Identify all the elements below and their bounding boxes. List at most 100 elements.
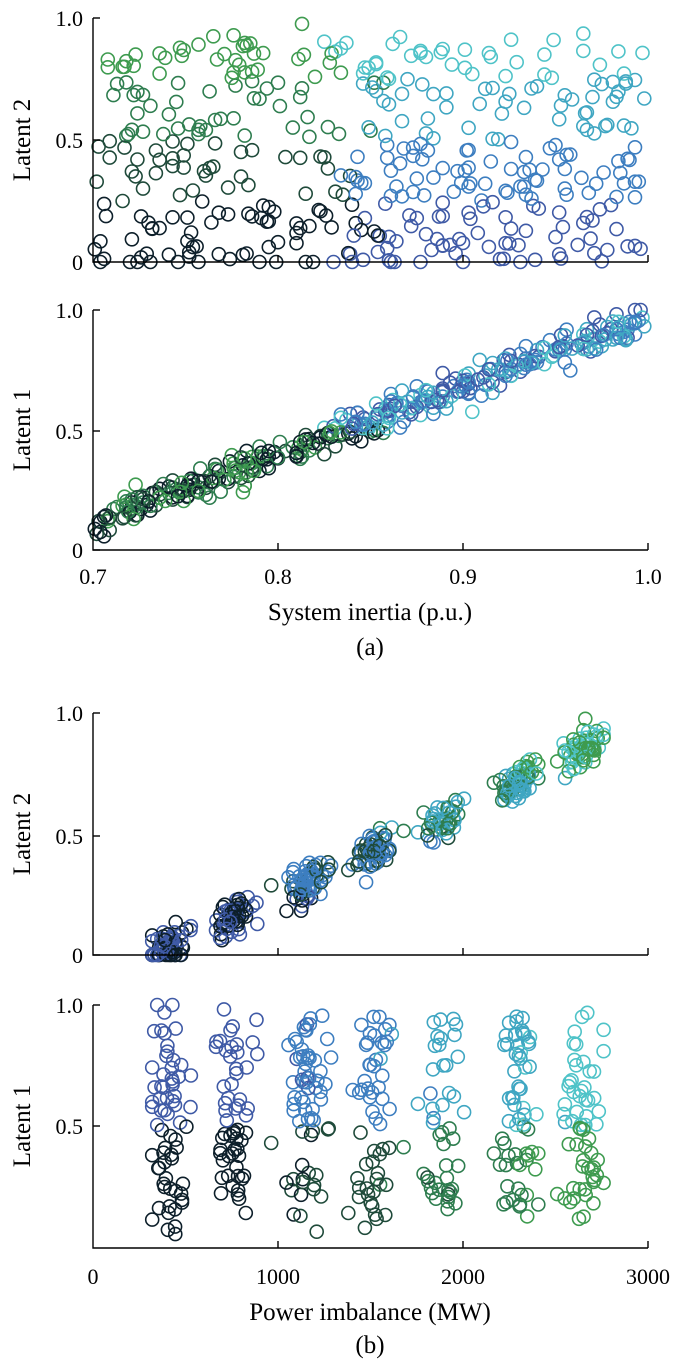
data-point [355,76,371,91]
data-point [481,239,497,255]
data-point [583,231,598,246]
data-point [485,194,500,210]
data-point [587,1172,602,1188]
data-point [420,828,435,843]
data-point [259,458,275,474]
data-point [233,169,249,184]
data-point [383,163,399,178]
data-point [217,46,232,62]
data-point [244,142,260,158]
data-point [294,81,310,96]
data-point [557,161,573,177]
data-point [153,1103,169,1118]
data-point [333,168,349,183]
data-point [450,1158,466,1174]
data-point [259,81,275,96]
data-point [457,42,473,58]
data-point [579,327,595,343]
data-point [596,1022,611,1038]
data-point [416,188,432,203]
data-point [141,215,156,230]
data-point [499,1036,515,1052]
y-tick-label: 0.5 [56,824,84,849]
data-point [618,76,634,91]
data-point [461,120,476,136]
data-point [320,854,336,870]
data-point [316,150,332,165]
y-tick-label: 0 [72,943,83,968]
data-point [498,94,513,109]
data-point [372,1009,387,1025]
data-point [289,216,304,231]
data-point [246,46,262,61]
data-point [501,1015,517,1031]
y-tick-label: 1.0 [56,701,84,726]
y-tick-label: 0.5 [56,1114,84,1139]
data-point [126,87,141,103]
data-point [180,233,195,249]
data-point [585,89,600,105]
data-point [392,29,408,45]
data-point [476,199,491,214]
data-point [340,1205,356,1221]
data-point [249,1012,264,1028]
data-point [557,88,573,103]
data-point [620,239,635,254]
data-point [450,794,466,810]
data-point [500,185,515,200]
data-point [234,1133,249,1148]
data-point [115,510,130,526]
data-point [293,903,309,919]
data-point [353,175,369,190]
data-point [246,463,262,479]
data-point [351,1189,367,1205]
data-point [472,96,488,112]
data-point [294,893,310,908]
data-point [309,1224,325,1239]
data-point [586,1064,602,1079]
x-tick-marks [277,948,649,955]
data-point [293,887,308,902]
data-point [144,928,160,943]
data-point [366,426,382,441]
data-point [627,72,643,88]
data-point [306,1177,322,1193]
data-point [313,1092,329,1107]
data-point [575,26,591,41]
data-point [238,1125,254,1141]
data-point [507,770,523,786]
data-point [147,1080,162,1095]
data-point [546,32,561,48]
data-point [93,524,108,540]
data-point [409,171,425,186]
data-point [609,221,624,237]
data-point [470,372,486,387]
data-point [435,208,451,224]
data-point [126,511,141,527]
data-point [377,1207,393,1223]
x-axis-label: System inertia (p.u.) [268,599,472,626]
data-point [376,93,391,109]
data-point [148,165,164,181]
data-point [557,770,573,786]
data-point [344,431,360,446]
data-point [441,816,456,832]
data-point [223,914,238,930]
data-point [627,140,643,155]
data-point [518,338,534,354]
x-tick-label: 0.9 [449,564,477,589]
data-point [430,1029,445,1044]
data-point [270,75,286,90]
y-tick-marks [93,309,100,551]
data-point [635,310,650,326]
data-point [231,1191,247,1206]
x-tick-label: 0 [88,1264,99,1289]
data-point [245,1035,260,1050]
data-point [542,141,558,156]
data-point [394,383,410,398]
data-point [351,1180,367,1195]
y-tick-label: 0 [72,250,83,275]
data-point [165,134,180,149]
data-point [335,187,351,202]
data-point [425,1115,441,1130]
